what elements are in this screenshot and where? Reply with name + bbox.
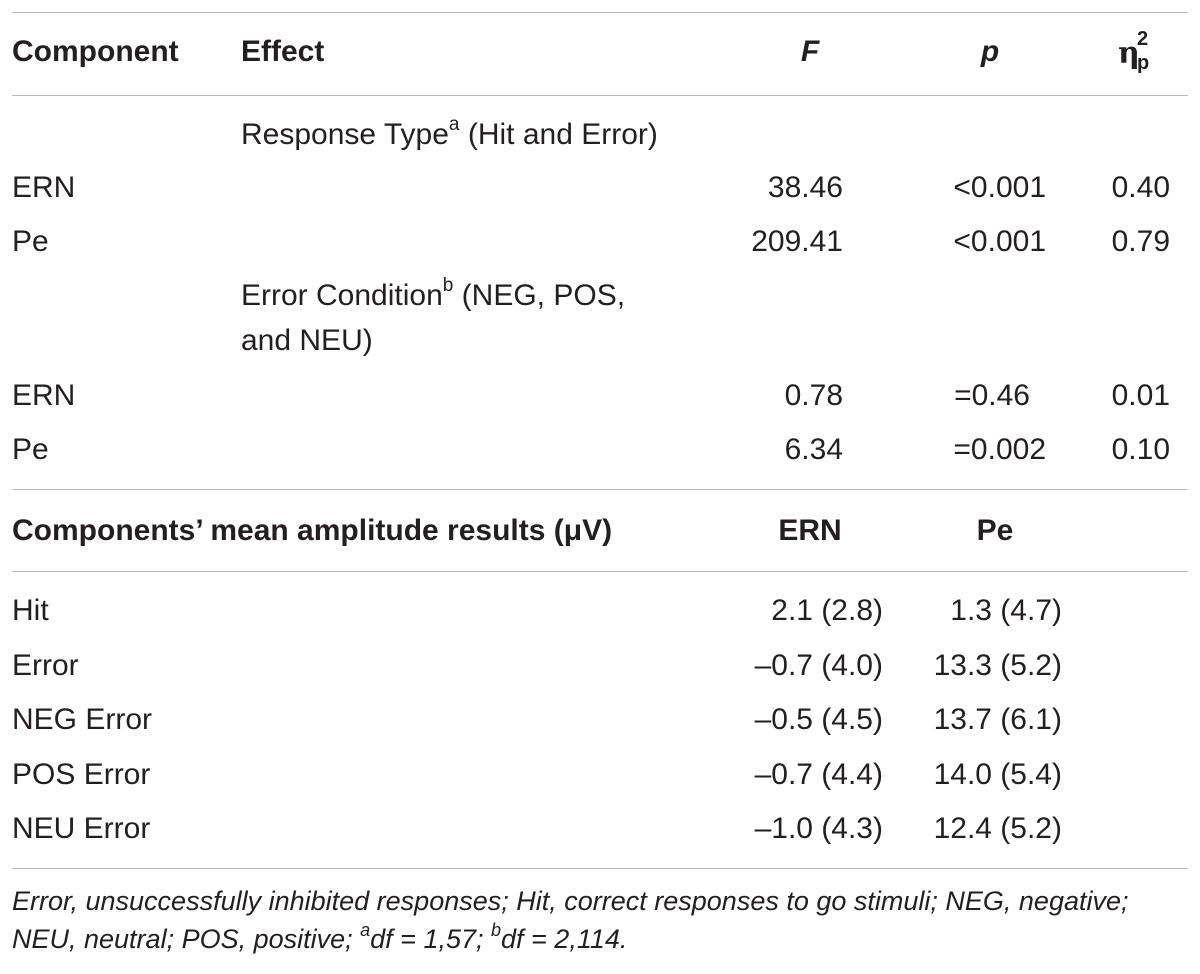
header-f: F [800,35,820,68]
table-footnote: Error, unsuccessfully inhibited response… [12,882,1192,958]
row-ern-2-p: =0.46 [954,379,1030,412]
eta-superscript: 2 [1137,28,1149,50]
amplitude-title: Components’ mean amplitude results (μV) [12,514,613,547]
eta-symbol: η [1118,36,1140,71]
amp-row-pos-pe: 14.0 (5.4) [933,758,1062,791]
amplitude-header-rule [12,571,1188,572]
row-ern-2-component: ERN [12,379,76,412]
footnote-df-a: df = 1,57; [370,924,491,954]
amp-row-neg-label: NEG Error [12,703,153,736]
amp-row-neu-pe: 12.4 (5.2) [933,812,1062,845]
footnote-marker-b: b [442,275,454,296]
row-pe-1-f: 209.41 [751,225,843,258]
footnote-text: Error, unsuccessfully inhibited response… [12,886,1129,954]
section-error-condition: Error Conditionb (NEG, POS, [241,275,626,314]
row-ern-1-eta: 0.40 [1111,171,1170,204]
header-p: p [980,35,1000,68]
section-response-suffix: (Hit and Error) [459,118,658,151]
row-pe-2-f: 6.34 [784,433,843,466]
row-ern-2-f: 0.78 [784,379,843,412]
row-ern-1-component: ERN [12,171,76,204]
amp-row-pos-label: POS Error [12,758,151,791]
section-rule [12,489,1188,490]
amp-row-error-ern: –0.7 (4.0) [754,649,883,682]
footnote-sup-b: b [491,920,502,940]
section-error-condition-line2: and NEU) [241,324,373,357]
header-effect: Effect [241,35,325,68]
amp-row-neu-label: NEU Error [12,812,151,845]
amp-row-pos-ern: –0.7 (4.4) [754,758,883,791]
row-pe-1-p: <0.001 [953,225,1046,258]
amp-row-neg-pe: 13.7 (6.1) [933,703,1062,736]
section-response-type: Response Typea (Hit and Error) [241,114,658,153]
header-rule [12,95,1188,96]
top-rule [12,12,1188,13]
amp-row-neg-ern: –0.5 (4.5) [754,703,883,736]
row-pe-2-component: Pe [12,433,49,466]
amp-row-neu-ern: –1.0 (4.3) [754,812,883,845]
footnote-df-b: df = 2,114. [501,924,628,954]
section-error-suffix: (NEG, POS, [453,279,626,312]
header-component: Component [12,35,179,68]
bottom-rule [12,868,1188,869]
header-eta-squared-p: η 2 p [1118,28,1149,74]
row-pe-2-eta: 0.10 [1111,433,1170,466]
row-ern-2-eta: 0.01 [1111,379,1170,412]
row-ern-1-f: 38.46 [767,171,843,204]
row-pe-1-component: Pe [12,225,49,258]
amp-row-hit-ern: 2.1 (2.8) [771,594,883,627]
amp-row-hit-label: Hit [12,594,49,627]
footnote-marker-a: a [448,114,460,135]
footnote-sup-a: a [360,920,371,940]
amp-row-error-pe: 13.3 (5.2) [933,649,1062,682]
amp-row-hit-pe: 1.3 (4.7) [950,594,1062,627]
amp-row-error-label: Error [12,649,79,682]
section-response-label: Response Type [241,118,449,151]
section-error-label: Error Condition [241,279,443,312]
row-pe-2-p: =0.002 [953,433,1046,466]
amplitude-col-ern: ERN [778,514,842,547]
row-pe-1-eta: 0.79 [1111,225,1170,258]
amplitude-col-pe: Pe [976,514,1014,547]
row-ern-1-p: <0.001 [953,171,1046,204]
eta-subscript: p [1137,52,1150,74]
